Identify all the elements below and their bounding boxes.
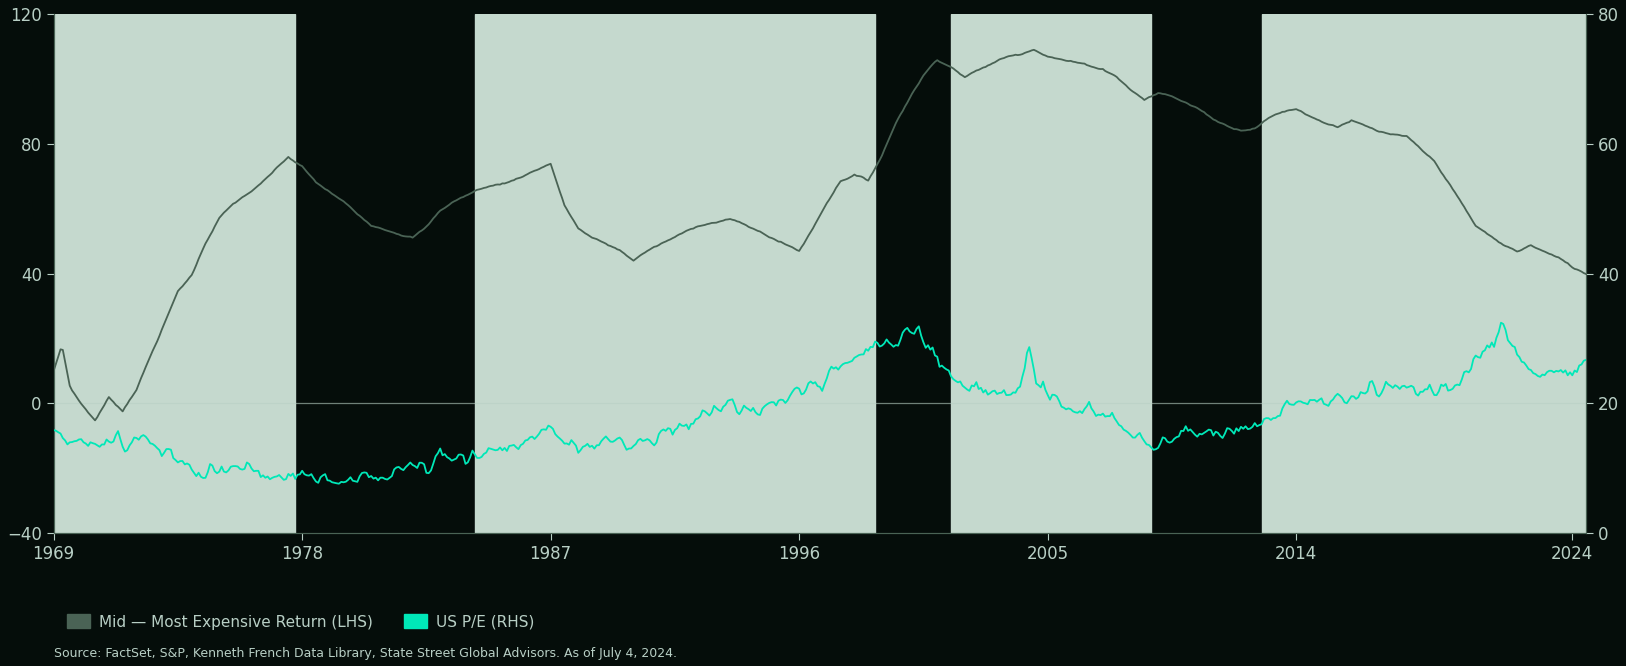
Bar — [1262, 14, 1585, 533]
Legend: Mid — Most Expensive Return (LHS), US P/E (RHS): Mid — Most Expensive Return (LHS), US P/… — [62, 608, 540, 635]
Bar — [475, 14, 875, 533]
Bar — [54, 14, 296, 533]
Text: Source: FactSet, S&P, Kenneth French Data Library, State Street Global Advisors.: Source: FactSet, S&P, Kenneth French Dat… — [54, 647, 676, 661]
Bar — [951, 14, 1151, 533]
